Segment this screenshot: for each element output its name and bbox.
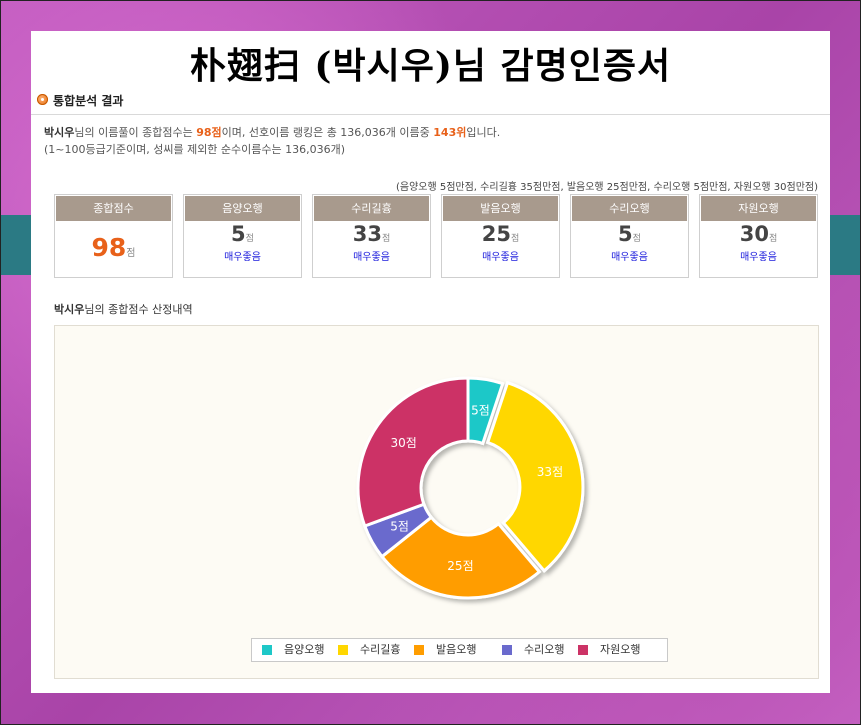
card-grade: 매우좋음 (611, 252, 648, 263)
card-value: 25 (481, 222, 511, 246)
score-card: 음양오행 5점 매우좋음 (183, 194, 302, 278)
card-header: 음양오행 (185, 196, 300, 221)
bullet-icon (37, 94, 48, 105)
donut-slice-5[interactable] (356, 376, 470, 528)
chart-caption-text: 님의 종합점수 산정내역 (84, 303, 193, 316)
total-score-value: 98 (91, 233, 127, 262)
chart-area: 5점 33점 25점 5점 30점 음양오행 수리길흉 발음오행 수리오행 자원오행 (54, 325, 819, 679)
score-unit: 점 (632, 234, 641, 244)
section-header: 통합분석 결과 (31, 88, 830, 115)
card-header: 발음오행 (443, 196, 558, 221)
background-band-left (0, 215, 32, 275)
legend-label: 자원오행 (600, 643, 641, 656)
score-unit: 점 (126, 248, 136, 259)
summary-rank: 143위 (433, 126, 467, 139)
card-value: 5 (618, 222, 633, 246)
donut-slice-1[interactable] (466, 376, 505, 446)
background-band-right (830, 215, 861, 275)
page-title: 朴翅扫 (박시우)님 감명인증서 (189, 45, 672, 87)
score-card: 발음오행 25점 매우좋음 (441, 194, 560, 278)
score-unit: 점 (510, 234, 520, 244)
card-value: 30 (739, 222, 769, 246)
legend-label: 수리오행 (524, 643, 565, 656)
legend-label: 발음오행 (436, 643, 477, 656)
summary-text: 박시우님의 이름풀이 종합점수는 98점이며, 선호이름 랭킹은 총 136,0… (44, 124, 500, 158)
section-title: 통합분석 결과 (53, 94, 124, 108)
summary-part3: 입니다. (466, 126, 501, 139)
card-header: 수리길흉 (314, 196, 429, 221)
slice-label: 25점 (447, 559, 473, 573)
card-value: 5 (231, 222, 246, 246)
card-grade: 매우좋음 (353, 252, 390, 263)
slice-label: 30점 (390, 436, 416, 450)
chart-legend: 음양오행 수리길흉 발음오행 수리오행 자원오행 (251, 638, 668, 662)
summary-note: (1~100등급기준이며, 성씨를 제외한 순수이름수는 136,036개) (44, 143, 346, 156)
legend-swatch (414, 645, 424, 655)
slice-label: 5점 (471, 404, 490, 418)
legend-swatch (578, 645, 588, 655)
card-value: 33 (352, 222, 382, 246)
score-unit: 점 (381, 234, 391, 244)
card-header: 자원오행 (701, 196, 816, 221)
donut-chart: 5점 33점 25점 5점 30점 (356, 376, 585, 600)
card-grade: 매우좋음 (224, 252, 261, 263)
score-card: 수리길흉 33점 매우좋음 (312, 194, 431, 278)
score-card: 자원오행 30점 매우좋음 (699, 194, 818, 278)
legend-swatch (502, 645, 512, 655)
summary-score: 98점 (196, 126, 222, 139)
donut-slice-3[interactable] (379, 515, 542, 600)
card-header: 수리오행 (572, 196, 687, 221)
score-card: 수리오행 5점 매우좋음 (570, 194, 689, 278)
chart-caption: 박시우님의 종합점수 산정내역 (54, 301, 193, 317)
legend-swatch (262, 645, 272, 655)
total-score-card: 종합점수 98점 (54, 194, 173, 278)
card-grade: 매우좋음 (482, 252, 519, 263)
score-unit: 점 (768, 234, 778, 244)
legend-label: 음양오행 (284, 643, 325, 656)
legend-label: 수리길흉 (360, 643, 401, 656)
legend-swatch (338, 645, 348, 655)
summary-part2: 이며, 선호이름 랭킹은 총 136,036개 이름중 (221, 126, 434, 139)
slice-label: 33점 (537, 465, 563, 479)
certificate-panel: 朴翅扫 (박시우)님 감명인증서 통합분석 결과 박시우님의 이름풀이 종합점수… (31, 31, 830, 693)
slice-label: 5점 (390, 520, 409, 534)
summary-name: 박시우 (44, 126, 75, 139)
donut-slice-2[interactable] (485, 380, 585, 573)
max-score-note: (음양오행 5점만점, 수리길흉 35점만점, 발음오행 25점만점, 수리오행… (395, 182, 818, 193)
score-unit: 점 (245, 234, 254, 244)
card-grade: 매우좋음 (740, 252, 777, 263)
chart-caption-name: 박시우 (54, 303, 85, 316)
card-header: 종합점수 (56, 196, 171, 221)
summary-part1: 님의 이름풀이 종합점수는 (74, 126, 197, 139)
